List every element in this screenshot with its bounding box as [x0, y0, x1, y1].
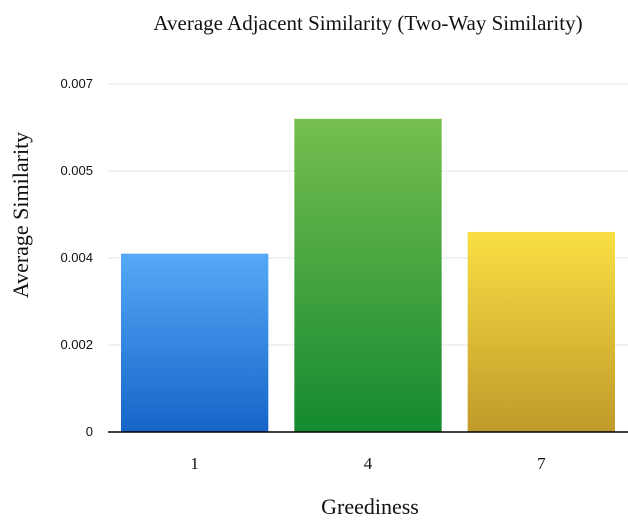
y-tick-label: 0.002: [60, 337, 93, 352]
bar-4: [294, 118, 442, 433]
y-tick-label: 0.004: [60, 250, 93, 265]
y-tick-label: 0.007: [60, 76, 93, 91]
x-tick-label: 7: [537, 454, 546, 473]
x-axis-label: Greediness: [321, 494, 419, 519]
x-tick-label: 4: [364, 454, 373, 473]
y-tick-label: 0.005: [60, 163, 93, 178]
x-tick-labels: 1 4 7: [190, 454, 546, 473]
y-tick-label: 0: [86, 424, 93, 439]
bar-1: [121, 253, 269, 432]
chart-title: Average Adjacent Similarity (Two-Way Sim…: [153, 11, 582, 35]
y-tick-labels: 0 0.002 0.004 0.005 0.007: [60, 76, 93, 439]
y-axis-label: Average Similarity: [8, 132, 33, 298]
bars: [121, 118, 615, 433]
bar-7: [467, 231, 615, 432]
x-tick-label: 1: [190, 454, 199, 473]
